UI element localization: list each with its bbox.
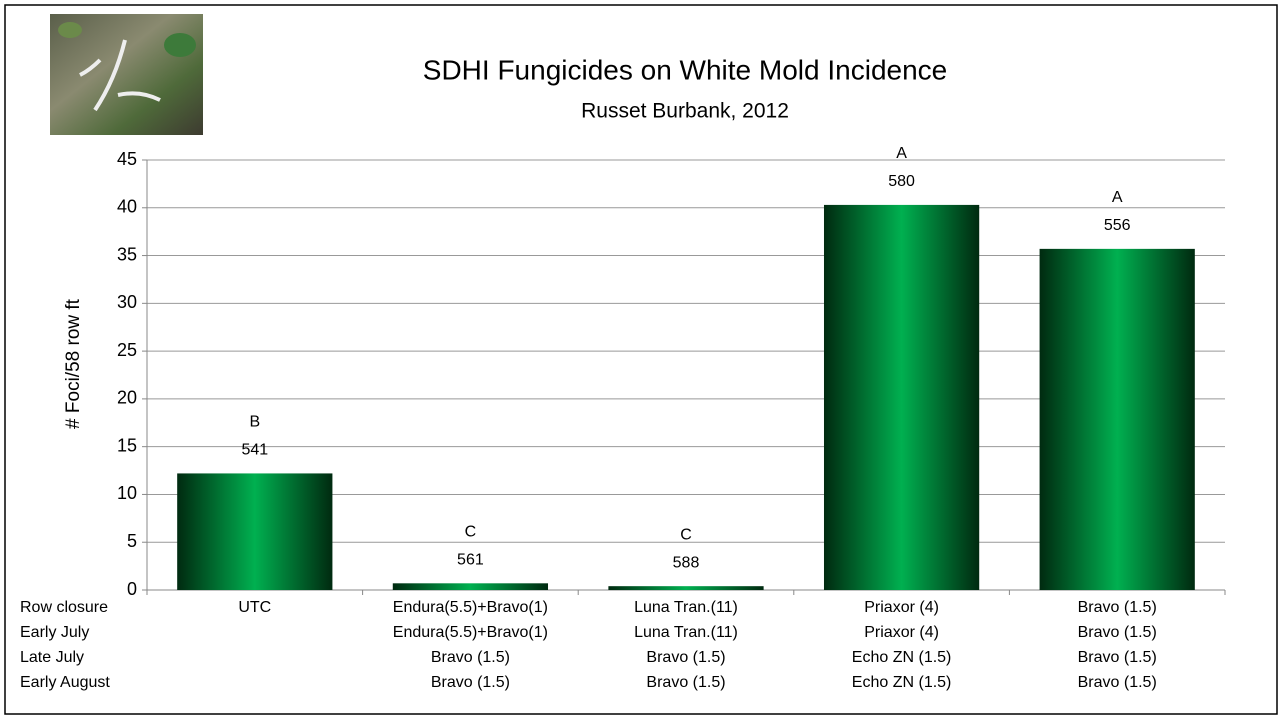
x-tick-label: Bravo (1.5) [1078, 624, 1157, 641]
y-tick-label: 0 [127, 579, 137, 599]
count-label: 556 [1104, 217, 1131, 234]
significance-letter: C [680, 526, 692, 543]
x-tick-label: Endura(5.5)+Bravo(1) [393, 599, 548, 616]
x-tick-label: Bravo (1.5) [1078, 649, 1157, 666]
x-tick-label: Priaxor (4) [864, 624, 939, 641]
x-tick-label: Bravo (1.5) [646, 674, 725, 691]
row-label: Row closure [20, 599, 108, 616]
y-tick-label: 20 [117, 388, 137, 408]
x-tick-label: Priaxor (4) [864, 599, 939, 616]
count-label: 541 [241, 442, 268, 459]
y-tick-label: 10 [117, 483, 137, 503]
y-tick-label: 35 [117, 244, 137, 264]
row-label: Early August [20, 674, 110, 691]
x-tick-label: Endura(5.5)+Bravo(1) [393, 624, 548, 641]
slide-frame [4, 4, 1278, 715]
chart-subtitle: Russet Burbank, 2012 [581, 100, 789, 123]
y-tick-label: 45 [117, 149, 137, 169]
x-tick-label: Echo ZN (1.5) [852, 674, 952, 691]
significance-letter: A [896, 145, 907, 162]
bar [608, 586, 764, 590]
significance-letter: C [465, 524, 477, 541]
x-tick-label: Luna Tran.(11) [634, 624, 738, 641]
significance-letter: A [1112, 189, 1123, 206]
count-label: 561 [457, 552, 484, 569]
x-tick-label: Bravo (1.5) [1078, 674, 1157, 691]
photo [50, 14, 203, 135]
row-label: Early July [20, 624, 89, 641]
chart-title: SDHI Fungicides on White Mold Incidence [423, 54, 947, 85]
x-tick-label: Echo ZN (1.5) [852, 649, 952, 666]
y-tick-label: 5 [127, 531, 137, 551]
significance-letter: B [249, 414, 260, 431]
count-label: 588 [673, 554, 700, 571]
bar [177, 473, 333, 590]
row-label: Late July [20, 649, 84, 666]
bar [1039, 248, 1195, 590]
x-tick-label: Bravo (1.5) [431, 649, 510, 666]
y-axis-label: # Foci/58 row ft [63, 298, 84, 429]
y-tick-label: 40 [117, 197, 137, 217]
y-tick-label: 30 [117, 292, 137, 312]
x-tick-label: Bravo (1.5) [431, 674, 510, 691]
bar [823, 204, 980, 590]
x-tick-label: Bravo (1.5) [1078, 599, 1157, 616]
count-label: 580 [888, 173, 915, 190]
y-tick-label: 25 [117, 340, 137, 360]
bar [392, 583, 549, 590]
x-tick-label: Luna Tran.(11) [634, 599, 738, 616]
x-tick-label: UTC [238, 599, 271, 616]
y-tick-label: 15 [117, 435, 137, 455]
x-tick-label: Bravo (1.5) [646, 649, 725, 666]
